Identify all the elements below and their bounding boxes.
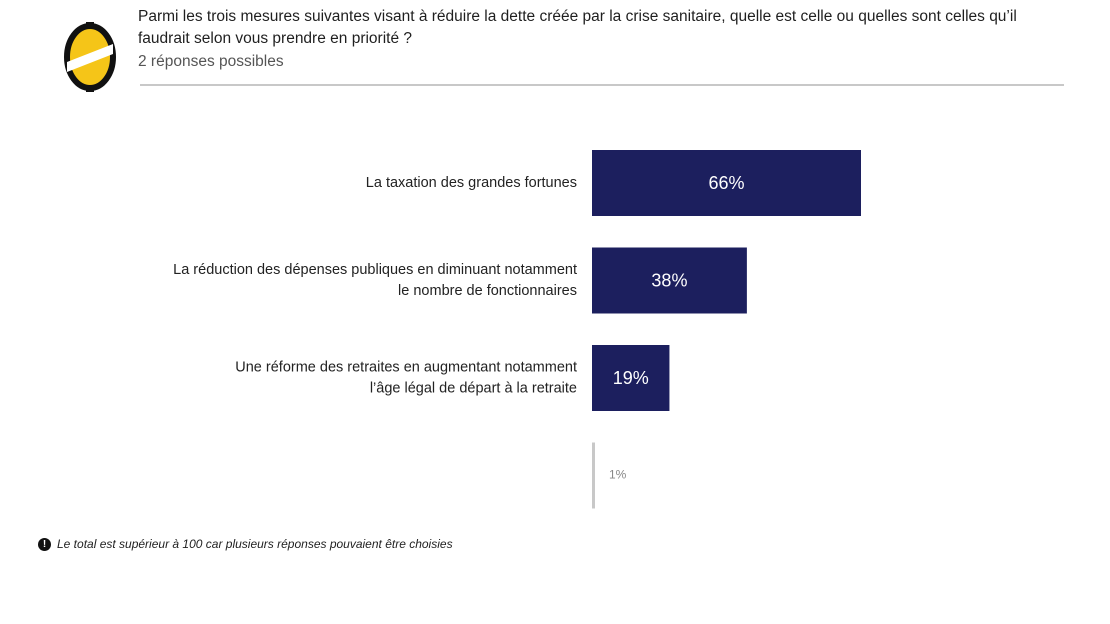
question-title: Parmi les trois mesures suivantes visant… (138, 8, 1017, 47)
bar (592, 345, 670, 411)
chart-header: Parmi les trois mesures suivantes visant… (138, 6, 1068, 73)
category-label: La taxation des grandes fortunes (366, 175, 577, 191)
footnote: ! Le total est supérieur à 100 car plusi… (38, 537, 453, 551)
category-label: l’âge légal de départ à la retraite (370, 380, 577, 396)
info-circle-icon: ! (38, 537, 51, 551)
logo-icon (64, 22, 116, 92)
question-subtitle: 2 réponses possibles (138, 53, 284, 70)
bar (592, 247, 747, 314)
bar-value-label: 1% (609, 468, 627, 482)
bar (592, 150, 861, 216)
category-label: Une réforme des retraites en augmentant … (235, 359, 577, 375)
bar-value-label: 19% (613, 368, 649, 388)
bar (592, 442, 595, 509)
category-label: le nombre de fonctionnaires (398, 283, 577, 299)
bar-value-label: 38% (651, 270, 687, 290)
footnote-text: Le total est supérieur à 100 car plusieu… (57, 537, 453, 551)
bar-value-label: 66% (708, 173, 744, 193)
header-divider (140, 84, 1064, 86)
category-label: La réduction des dépenses publiques en d… (173, 262, 577, 278)
